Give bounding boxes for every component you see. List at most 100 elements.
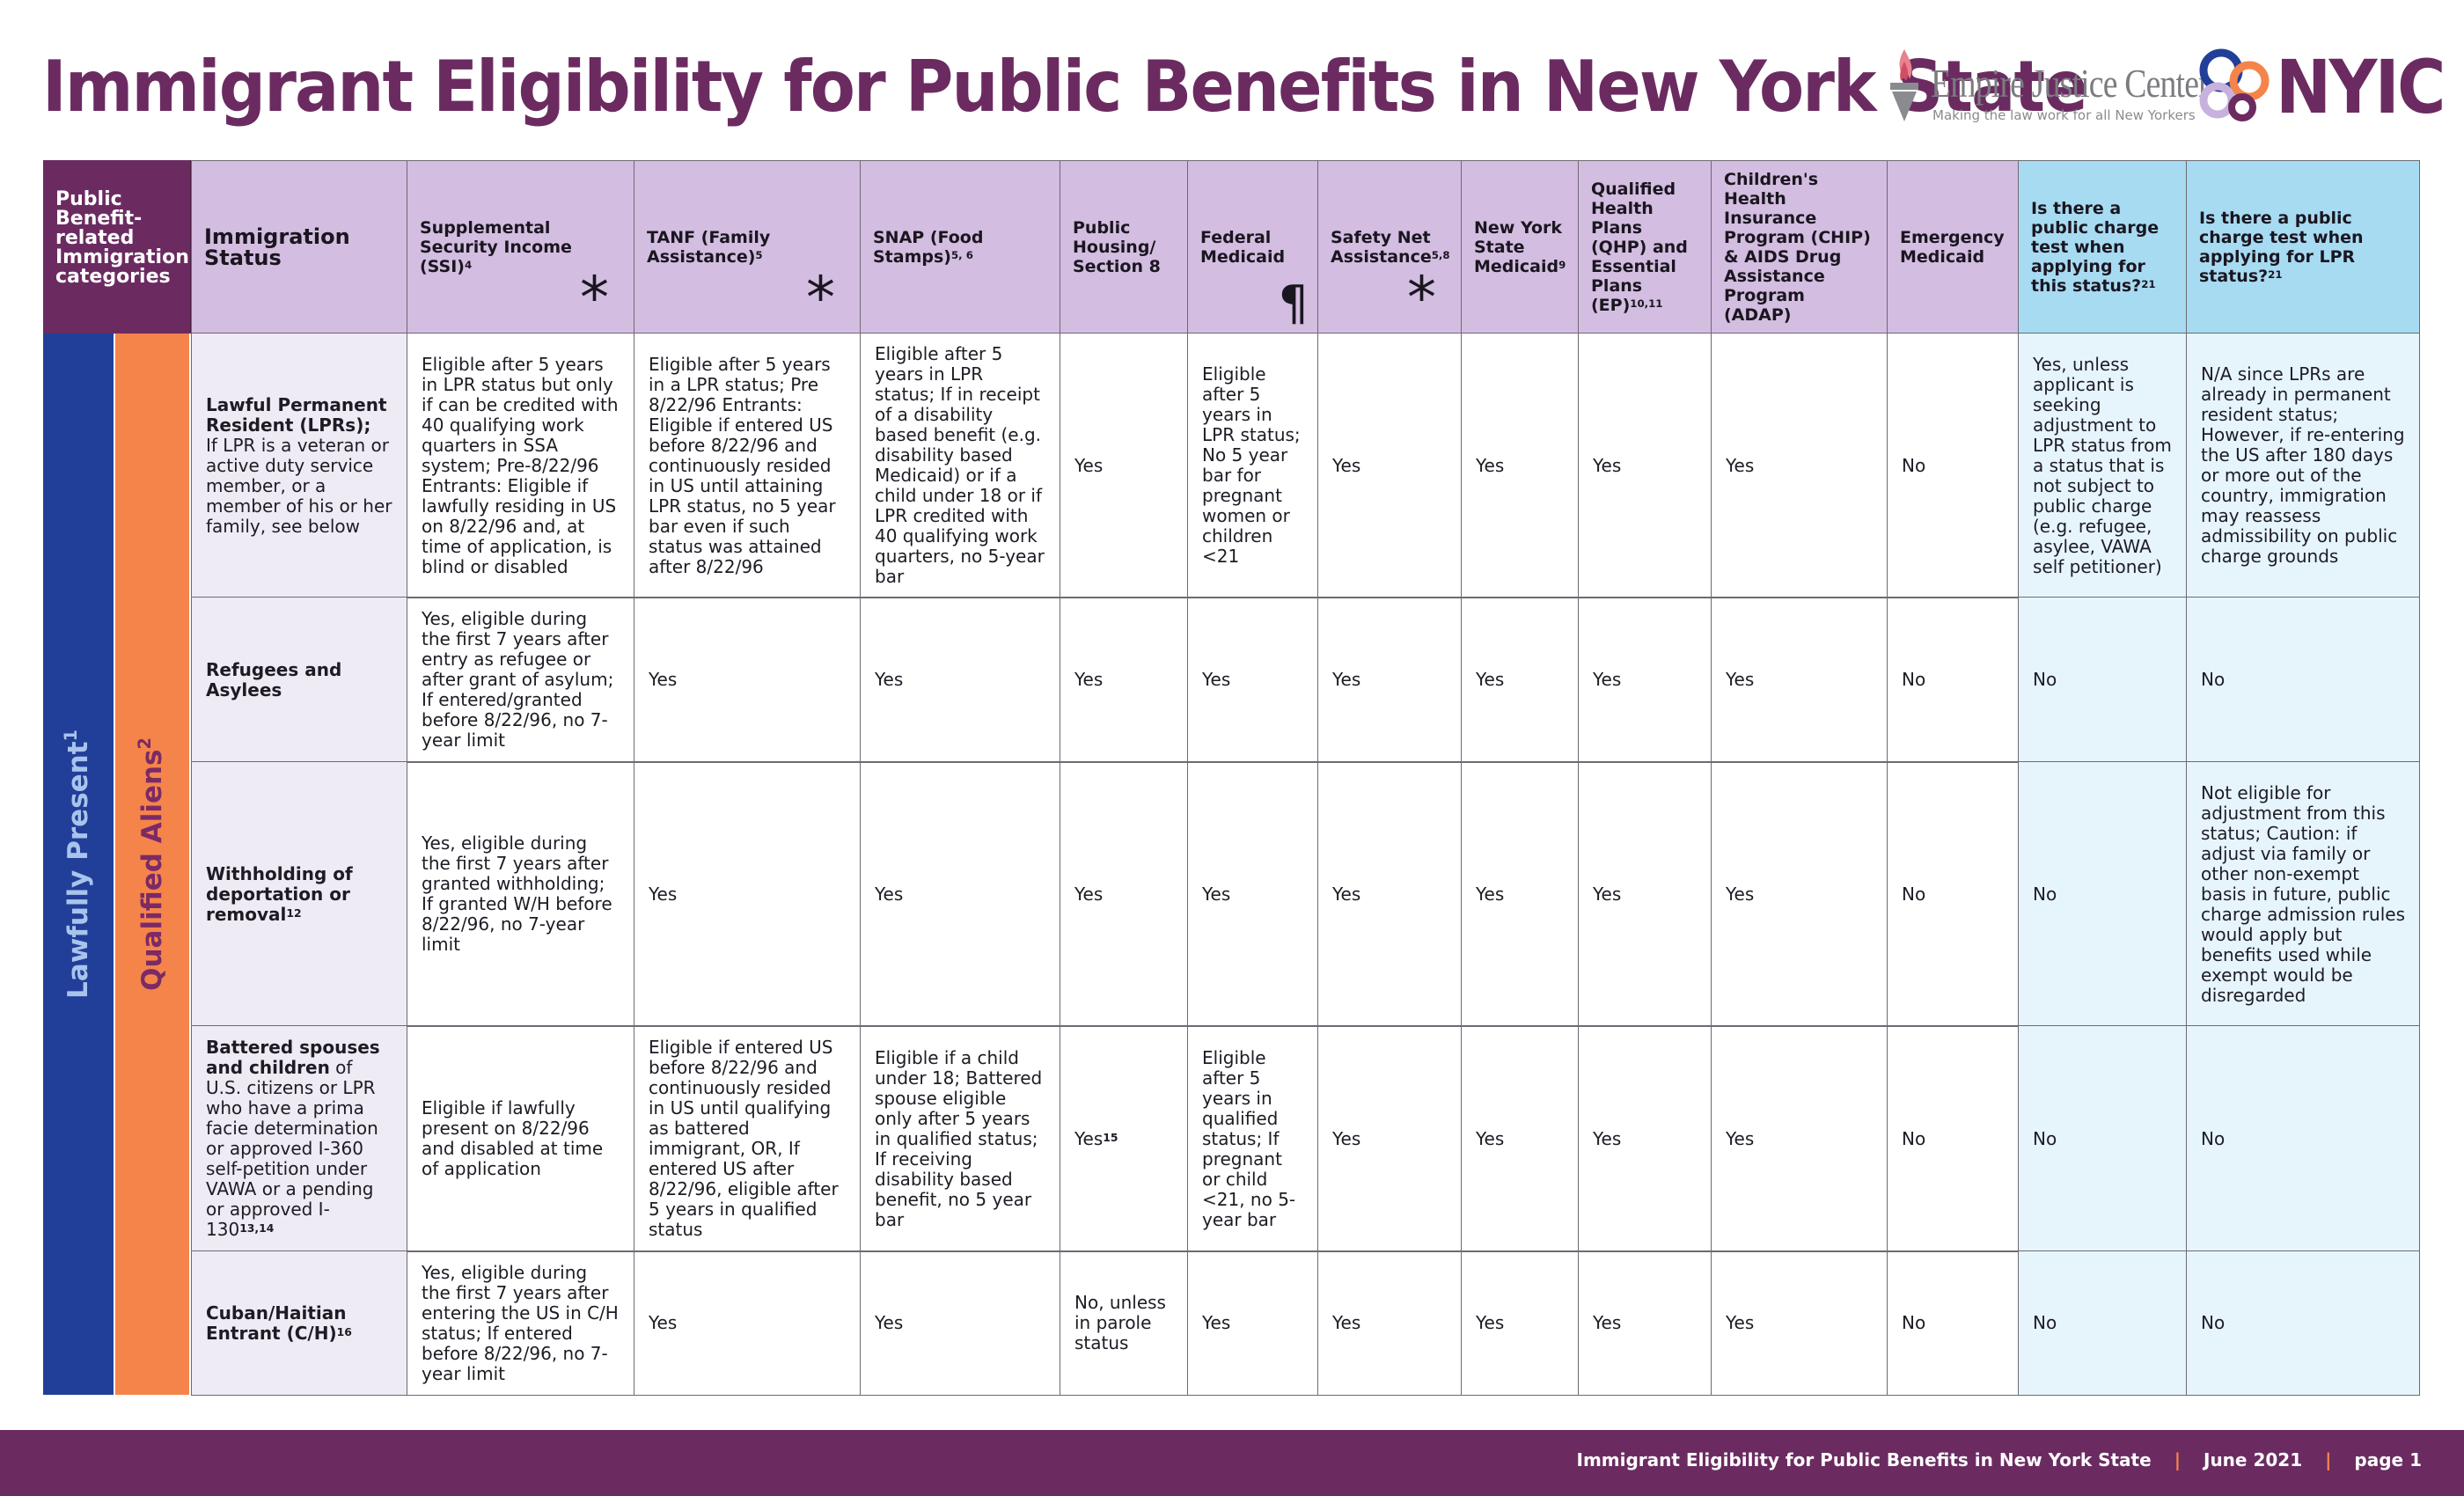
cell-value: Eligible after 5 years in LPR status but… xyxy=(422,353,619,577)
footer-date: June 2021 xyxy=(2204,1449,2303,1470)
column-header: Is there a public charge test when apply… xyxy=(2186,160,2420,334)
column-header: New York State Medicaid9 xyxy=(1461,160,1579,334)
cell-value: No xyxy=(2201,1312,2226,1333)
immigration-status-cell: Battered spouses and children of U.S. ci… xyxy=(191,1025,407,1252)
eligibility-cell: Yes xyxy=(1578,597,1712,763)
ejc-tagline: Making the law work for all New Yorkers xyxy=(1932,107,2196,123)
eligibility-cell: No xyxy=(2186,597,2420,763)
eligibility-cell: No xyxy=(2018,761,2187,1027)
cell-value: Yes xyxy=(1332,1312,1361,1333)
footnote-ref: 21 xyxy=(2268,268,2283,281)
cell-value: Yes xyxy=(649,883,678,905)
cell-value: Eligible if a child under 18; Battered s… xyxy=(875,1046,1043,1230)
column-header-label: Public Housing/ Section 8 xyxy=(1073,217,1161,276)
cell-value: Yes xyxy=(1593,1312,1622,1333)
column-header-label: TANF (Family Assistance) xyxy=(647,227,771,267)
cell-value: Yes xyxy=(1593,1127,1622,1149)
cell-value: No xyxy=(1902,454,1926,476)
cell-value: Yes xyxy=(1726,883,1755,905)
cell-value: Eligible after 5 years in LPR status; No… xyxy=(1202,363,1301,567)
eligibility-cell: Yes xyxy=(634,597,861,763)
asterisk-mark: * xyxy=(1407,264,1436,332)
ejc-name: Empire Justice Center xyxy=(1931,61,2210,106)
status-detail: of U.S. citizens or LPR who have a prima… xyxy=(206,1057,378,1240)
eligibility-cell: Yes xyxy=(1317,1025,1462,1252)
footer-text: Immigrant Eligibility for Public Benefit… xyxy=(1577,1449,2423,1470)
footnote-ref: 21 xyxy=(2141,277,2156,290)
cell-value: Yes xyxy=(1074,454,1104,476)
eligibility-cell: Yes, eligible during the first 7 years a… xyxy=(407,597,634,763)
eligibility-cell: No xyxy=(2018,597,2187,763)
eligibility-cell: Eligible after 5 years in LPR status but… xyxy=(407,333,634,598)
table-row: Lawful Permanent Resident (LPRs); If LPR … xyxy=(191,333,2420,598)
footnote-ref: 5 xyxy=(755,248,763,261)
eligibility-cell: Yes xyxy=(1187,761,1318,1027)
footnote-ref: 16 xyxy=(336,1324,352,1338)
qualified-aliens-label: Qualified Aliens2 xyxy=(135,737,168,991)
eligibility-cell: Yes xyxy=(1461,1250,1579,1396)
cell-value: No xyxy=(2033,1127,2057,1149)
cell-value: No, unless in parole status xyxy=(1074,1292,1166,1353)
eligibility-cell: Yes xyxy=(1711,1250,1888,1396)
torch-icon xyxy=(1890,49,1918,121)
corner-header: Public Benefit-related Immigration categ… xyxy=(43,160,191,334)
status-name: Lawful Permanent Resident (LPRs); xyxy=(206,393,387,436)
eligibility-cell: Eligible after 5 years in qualified stat… xyxy=(1187,1025,1318,1252)
eligibility-cell: No, unless in parole status xyxy=(1060,1250,1188,1396)
column-header-label: Is there a public charge test when apply… xyxy=(2199,208,2364,286)
cell-value: Yes xyxy=(875,669,904,690)
cell-value: Yes xyxy=(649,669,678,690)
table-row: Battered spouses and children of U.S. ci… xyxy=(191,1025,2420,1252)
cell-value: No xyxy=(1902,1127,1926,1149)
eligibility-cell: No xyxy=(1887,333,2019,598)
eligibility-cell: Yes xyxy=(860,1250,1060,1396)
cell-value: Yes xyxy=(1332,883,1361,905)
eligibility-cell: Yes xyxy=(1461,761,1579,1027)
page-title: Immigrant Eligibility for Public Benefit… xyxy=(42,46,2088,128)
cell-value: Yes xyxy=(1074,883,1104,905)
column-header: Children's Health Insurance Program (CHI… xyxy=(1711,160,1888,334)
cell-value: Yes xyxy=(1593,454,1622,476)
column-header-label: Is there a public charge test when apply… xyxy=(2031,198,2160,296)
eligibility-cell: Yes, eligible during the first 7 years a… xyxy=(407,761,634,1027)
eligibility-cell: Yes xyxy=(1060,597,1188,763)
eligibility-cell: Eligible after 5 years in a LPR status; … xyxy=(634,333,861,598)
eligibility-cell: Yes xyxy=(1461,1025,1579,1252)
status-name: Cuban/Haitian Entrant (C/H) xyxy=(206,1302,347,1344)
column-header-label: SNAP (Food Stamps) xyxy=(873,227,984,267)
cell-value: Yes xyxy=(1476,669,1505,690)
column-header-label: Qualified Health Plans (QHP) and Essenti… xyxy=(1591,179,1688,315)
cell-value: Yes, unless applicant is seeking adjustm… xyxy=(2033,353,2172,577)
eligibility-cell: Eligible if a child under 18; Battered s… xyxy=(860,1025,1060,1252)
footnote-ref: 15 xyxy=(1103,1130,1118,1144)
footer-page: page 1 xyxy=(2354,1449,2422,1470)
pilcrow-mark: ¶ xyxy=(1278,275,1309,331)
nyic-wordmark: NYIC xyxy=(2276,44,2446,130)
cell-value: Yes xyxy=(1476,454,1505,476)
cell-value: Yes xyxy=(875,883,904,905)
cell-value: Eligible after 5 years in LPR status; If… xyxy=(875,343,1045,587)
status-name: Battered spouses and children xyxy=(206,1037,380,1078)
eligibility-cell: Yes xyxy=(634,761,861,1027)
cell-value: Yes xyxy=(1726,1127,1755,1149)
eligibility-cell: No xyxy=(1887,1250,2019,1396)
column-header: Supplemental Security Income (SSI)4 * xyxy=(407,160,634,334)
table-row: Withholding of deportation or removal12 Y… xyxy=(191,761,2420,1027)
cell-value: No xyxy=(2033,883,2057,905)
footnote-ref: 10,11 xyxy=(1630,297,1663,310)
cell-value: No xyxy=(1902,669,1926,690)
footnote-ref: 13,14 xyxy=(239,1221,275,1235)
status-name: Refugees and Asylees xyxy=(206,658,342,700)
cell-value: No xyxy=(2033,1312,2057,1333)
column-header: Immigration Status xyxy=(191,160,407,334)
immigration-status-cell: Cuban/Haitian Entrant (C/H)16 xyxy=(191,1250,407,1396)
cell-value: Yes xyxy=(1332,669,1361,690)
column-header-label: Immigration Status xyxy=(204,224,350,270)
column-header-label: Federal Medicaid xyxy=(1200,227,1286,267)
footnote-ref: 9 xyxy=(1558,258,1566,271)
eligibility-cell: Yes xyxy=(1711,333,1888,598)
cell-value: Eligible if entered US before 8/22/96 an… xyxy=(649,1037,839,1240)
cell-value: Yes xyxy=(1726,1312,1755,1333)
eligibility-cell: No xyxy=(1887,1025,2019,1252)
footer: Immigrant Eligibility for Public Benefit… xyxy=(0,1430,2464,1496)
